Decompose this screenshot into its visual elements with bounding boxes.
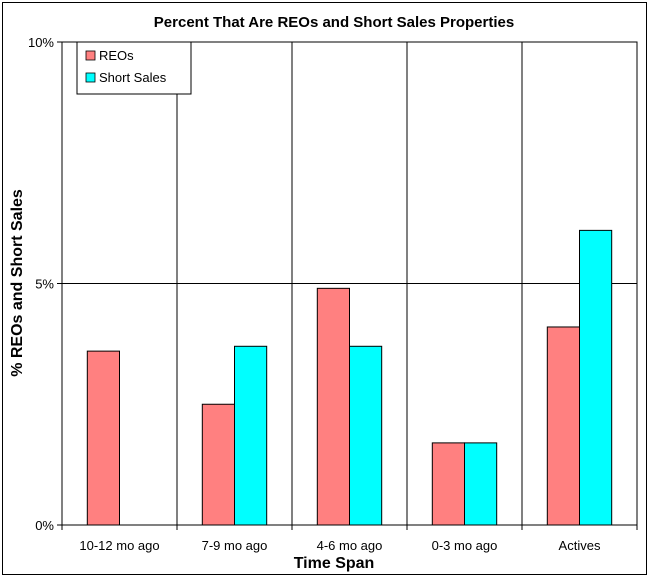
- chart-title: Percent That Are REOs and Short Sales Pr…: [154, 14, 514, 31]
- bar-reos: [431, 442, 465, 526]
- bar-short-sales: [464, 442, 498, 526]
- legend-label-reos: REOs: [99, 48, 134, 63]
- legend-label-short-sales: Short Sales: [99, 70, 167, 85]
- x-tick-label: 4-6 mo ago: [317, 538, 383, 553]
- bars: [86, 229, 613, 526]
- bar-reos: [86, 350, 121, 526]
- x-axis-ticks: 10-12 mo ago 7-9 mo ago 4-6 mo ago 0-3 mo a…: [61, 525, 638, 553]
- y-axis-title: % REOs and Short Sales: [9, 189, 26, 377]
- x-axis-title: Time Span: [294, 555, 375, 572]
- gridlines: [62, 42, 637, 525]
- y-tick-label: 5%: [35, 277, 54, 292]
- y-axis-ticks: 0% 5% 10%: [28, 35, 62, 533]
- bar-short-sales: [234, 345, 268, 526]
- legend-box: [76, 41, 192, 95]
- bar-reos: [316, 287, 350, 526]
- y-tick-label: 0%: [35, 518, 54, 533]
- x-tick-label: 7-9 mo ago: [202, 538, 268, 553]
- y-tick-label: 10%: [28, 35, 54, 50]
- bar-short-sales: [349, 345, 383, 526]
- x-tick-label: 10-12 mo ago: [79, 538, 159, 553]
- legend-swatch-short-sales: [85, 72, 96, 83]
- bar-short-sales: [579, 229, 613, 526]
- bar-reos: [546, 326, 580, 526]
- bar-reos: [201, 403, 236, 526]
- x-tick-label: Actives: [559, 538, 601, 553]
- legend-swatch-reos: [85, 50, 96, 61]
- x-tick-label: 0-3 mo ago: [432, 538, 498, 553]
- legend: REOs Short Sales: [76, 41, 192, 95]
